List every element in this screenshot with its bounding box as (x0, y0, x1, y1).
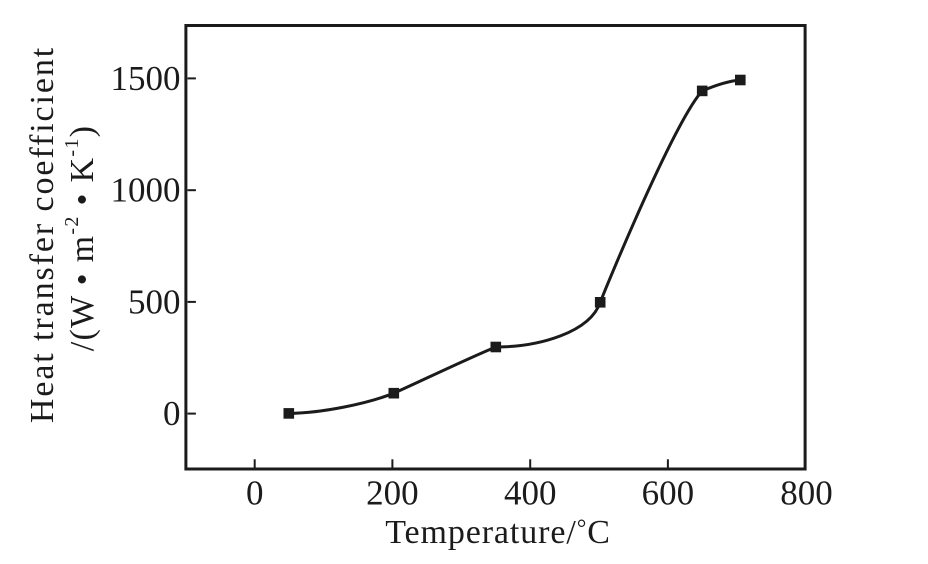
svg-text:1500: 1500 (111, 59, 181, 98)
svg-text:Heat transfer coefficient: Heat transfer coefficient (24, 46, 61, 423)
svg-text:400: 400 (504, 474, 557, 513)
svg-text:600: 600 (642, 474, 695, 513)
svg-text:500: 500 (128, 283, 181, 322)
svg-text:Temperature/°C: Temperature/°C (385, 514, 611, 551)
svg-text:/(W • m-2 • K-1): /(W • m-2 • K-1) (61, 125, 101, 352)
svg-text:800: 800 (780, 474, 833, 513)
svg-text:200: 200 (366, 474, 419, 513)
svg-text:0: 0 (163, 394, 181, 433)
svg-text:1000: 1000 (111, 171, 181, 210)
svg-text:0: 0 (246, 474, 264, 513)
